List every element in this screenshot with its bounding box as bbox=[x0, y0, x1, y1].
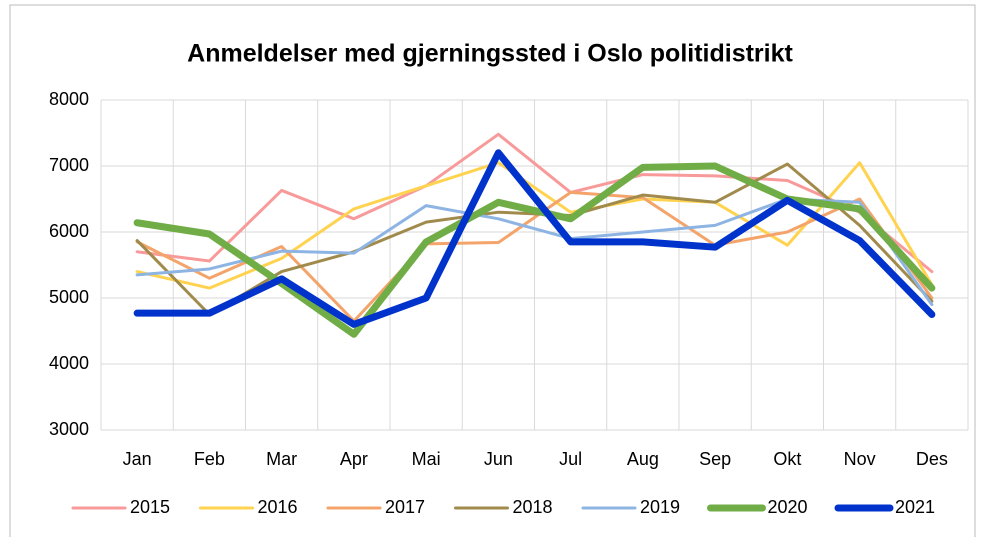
series-line bbox=[133, 149, 936, 328]
x-tick-label: Sep bbox=[699, 449, 731, 469]
series-line bbox=[135, 132, 934, 274]
y-tick-label: 5000 bbox=[49, 287, 89, 307]
x-tick-label: Nov bbox=[844, 449, 876, 469]
x-tick-label: Mar bbox=[266, 449, 297, 469]
chart-title: Anmeldelser med gjerningssted i Oslo pol… bbox=[187, 40, 793, 68]
y-tick-label: 8000 bbox=[49, 89, 89, 109]
x-tick-label: Jun bbox=[484, 449, 513, 469]
x-tick-label: Jul bbox=[559, 449, 582, 469]
series-line bbox=[135, 190, 934, 323]
legend-label: 2015 bbox=[130, 497, 170, 517]
x-tick-label: Mai bbox=[412, 449, 441, 469]
y-tick-label: 4000 bbox=[49, 353, 89, 373]
legend-label: 2016 bbox=[258, 497, 298, 517]
legend-label: 2017 bbox=[385, 497, 425, 517]
series-line bbox=[133, 162, 936, 338]
series-line bbox=[135, 161, 934, 290]
x-tick-label: Aug bbox=[627, 449, 659, 469]
y-tick-label: 3000 bbox=[49, 419, 89, 439]
x-tick-label: Okt bbox=[773, 449, 801, 469]
legend-label: 2020 bbox=[768, 497, 808, 517]
legend-label: 2021 bbox=[895, 497, 935, 517]
x-tick-label: Jan bbox=[123, 449, 152, 469]
y-tick-label: 7000 bbox=[49, 155, 89, 175]
x-tick-label: Apr bbox=[340, 449, 368, 469]
x-tick-label: Des bbox=[916, 449, 948, 469]
legend-label: 2019 bbox=[640, 497, 680, 517]
y-tick-label: 6000 bbox=[49, 221, 89, 241]
x-tick-label: Feb bbox=[194, 449, 225, 469]
legend-label: 2018 bbox=[513, 497, 553, 517]
